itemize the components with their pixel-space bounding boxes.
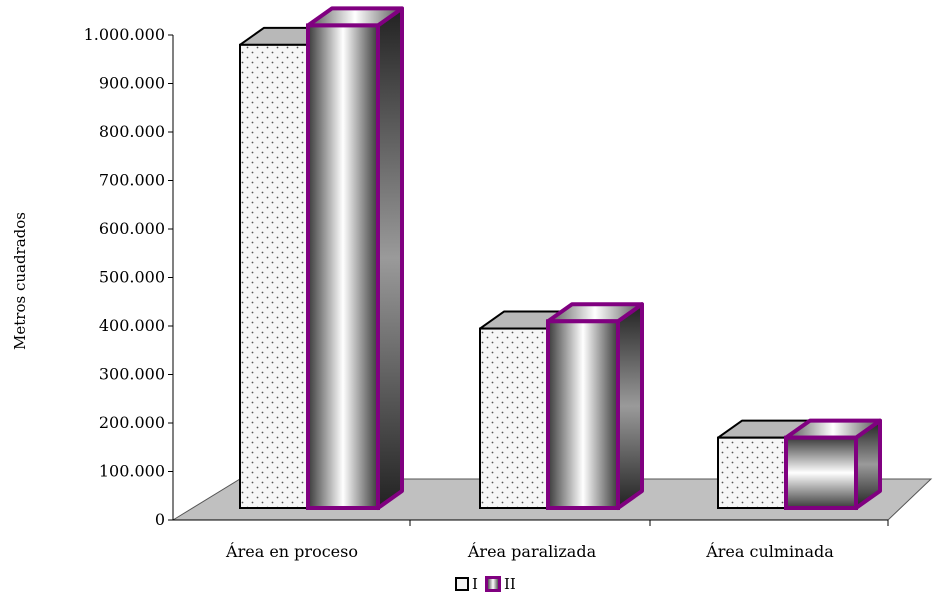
legend-label-i: I (472, 575, 478, 593)
bars (239, 6, 882, 511)
legend-item-i: I (455, 575, 478, 593)
y-tick-label: 200.000 (99, 413, 165, 432)
legend-swatch-ii (484, 576, 501, 592)
y-tick-label: 1.000.000 (84, 25, 165, 44)
bar-series-ii (546, 302, 644, 510)
y-tick-label: 300.000 (99, 365, 165, 384)
y-tick-label: 500.000 (99, 268, 165, 287)
y-tick-label: 400.000 (99, 316, 165, 335)
category-labels: Área en proceso Área paralizada Área culmi… (225, 541, 834, 561)
x-category-label: Área paralizada (467, 541, 597, 561)
x-category-label: Área en proceso (225, 541, 358, 561)
x-category-label: Área culminada (705, 541, 834, 561)
y-axis-title: Metros cuadrados (11, 212, 29, 350)
legend-item-ii: II (484, 575, 516, 593)
y-tick-label: 600.000 (99, 219, 165, 238)
y-axis: 0 100.000 200.000 300.000 400.000 500.000 600.… (84, 25, 889, 529)
y-tick-label: 800.000 (99, 122, 165, 141)
bar-series-ii (306, 6, 404, 511)
y-tick-label: 900.000 (99, 74, 165, 93)
y-tick-label: 100.000 (99, 462, 165, 481)
legend-swatch-i (455, 577, 469, 591)
y-tick-label: 0 (155, 510, 165, 529)
legend: I II (455, 575, 519, 593)
legend-label-ii: II (503, 575, 516, 593)
y-tick-label: 700.000 (99, 171, 165, 190)
bar-series-ii (784, 418, 882, 510)
